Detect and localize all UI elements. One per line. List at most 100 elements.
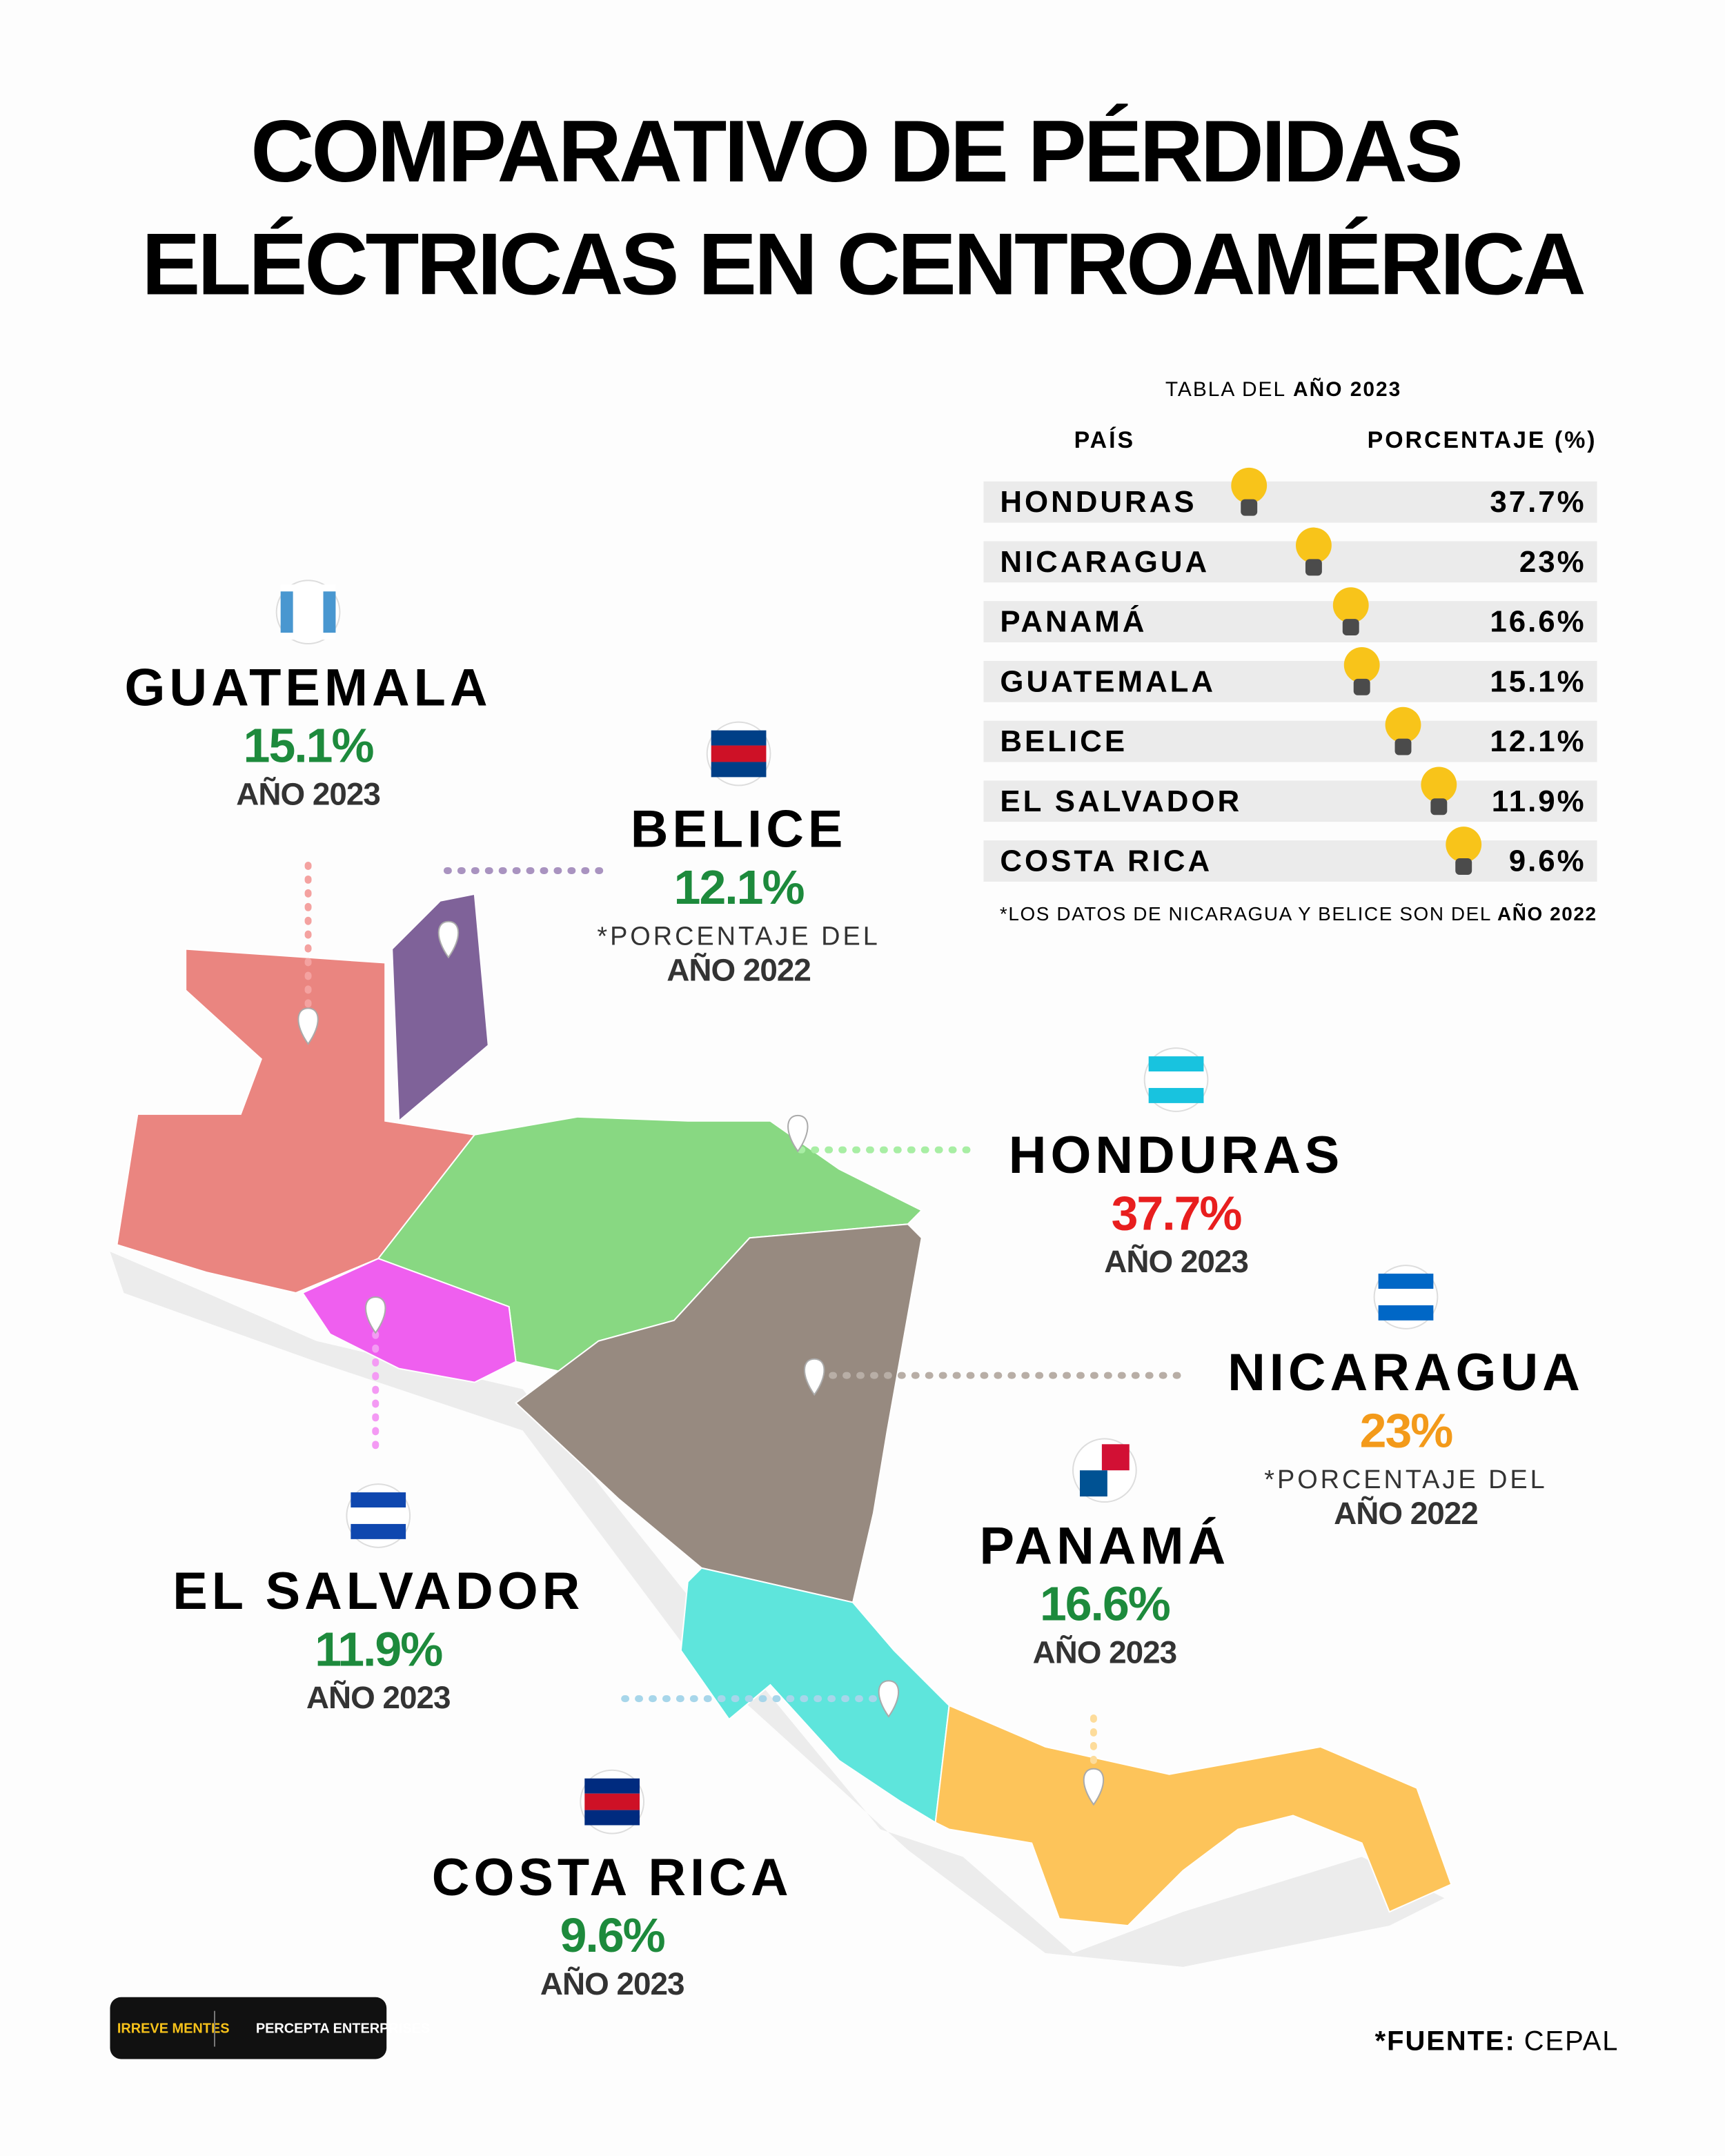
- year-note: AÑO 2022: [667, 952, 811, 988]
- bulb: [1231, 467, 1268, 504]
- caption-text: TABLA DEL: [1165, 378, 1286, 401]
- year-note: AÑO 2023: [1033, 1634, 1177, 1670]
- bulb-base: [1394, 738, 1412, 755]
- flag-stripe: [1148, 1087, 1204, 1103]
- country-label: PANAMÁ: [980, 1516, 1230, 1575]
- loss-value: 15.1%: [244, 719, 374, 773]
- row-background: [983, 481, 1597, 523]
- flag-stripe: [1378, 1289, 1434, 1305]
- year-note: AÑO 2023: [1104, 1243, 1248, 1279]
- bulb-base: [1455, 858, 1472, 875]
- flag-stripe: [351, 1492, 406, 1508]
- country-el-salvador: [302, 1258, 517, 1383]
- percentage: 9.6%: [1509, 844, 1586, 878]
- year-note: AÑO 2023: [306, 1679, 451, 1715]
- country-name: COSTA RICA: [1000, 844, 1212, 878]
- logos: IRREVE MENTES PERCEPTA ENTERPRISES: [110, 1997, 430, 2059]
- bulb: [1385, 706, 1421, 743]
- year-note: *PORCENTAJE DEL: [1264, 1465, 1547, 1494]
- percentage: 16.6%: [1490, 605, 1586, 639]
- year-note: AÑO 2023: [236, 775, 380, 811]
- country-name: BELICE: [1000, 724, 1127, 758]
- bulb: [1332, 587, 1369, 624]
- row-background: [983, 660, 1597, 702]
- country-label: GUATEMALA: [125, 658, 492, 717]
- flag-stripe: [584, 1810, 640, 1826]
- country-name: HONDURAS: [1000, 485, 1196, 519]
- source: *FUENTE: CEPAL: [1375, 2026, 1619, 2057]
- country-name: EL SALVADOR: [1000, 784, 1242, 818]
- logo: IRREVE MENTES: [117, 2021, 230, 2037]
- flag-stripe: [584, 1793, 640, 1810]
- source-value: CEPAL: [1524, 2026, 1619, 2057]
- percentage: 11.9%: [1492, 784, 1586, 818]
- caption-year: AÑO 2023: [1293, 377, 1401, 401]
- column-header: PAÍS: [1074, 427, 1136, 453]
- map-pin: [804, 1358, 825, 1396]
- map-shadow: [110, 1252, 1445, 1967]
- bulb: [1295, 527, 1332, 564]
- bulb: [1421, 767, 1457, 803]
- row-background: [983, 780, 1597, 822]
- flag-stripe: [1378, 1305, 1434, 1321]
- row-background: [983, 601, 1597, 643]
- map-pin: [878, 1680, 899, 1718]
- logo: PERCEPTA ENTERPRISES: [256, 2021, 430, 2037]
- country-nicaragua: [515, 1223, 923, 1603]
- flag-stripe: [351, 1507, 406, 1524]
- year-note: AÑO 2022: [1334, 1495, 1478, 1531]
- loss-value: 37.7%: [1112, 1186, 1242, 1240]
- country-name: PANAMÁ: [1000, 604, 1147, 639]
- flag-stripe: [323, 591, 336, 633]
- flag-quarter: [1101, 1444, 1130, 1471]
- row-background: [983, 840, 1597, 882]
- flag-stripe: [711, 745, 767, 762]
- country-guatemala: [116, 948, 476, 1294]
- country-name: GUATEMALA: [1000, 664, 1216, 698]
- flag-stripe: [711, 730, 767, 746]
- percentage: 15.1%: [1490, 664, 1586, 698]
- map-pin: [787, 1114, 809, 1153]
- row-background: [983, 541, 1597, 583]
- note-year: AÑO 2022: [1497, 902, 1597, 924]
- flag-stripe: [1148, 1056, 1204, 1072]
- bulb-base: [1430, 798, 1448, 815]
- table-note: *LOS DATOS DE NICARAGUA Y BELICE SON DEL…: [1000, 902, 1597, 924]
- flag-stripe: [1378, 1274, 1434, 1289]
- country-name: NICARAGUA: [1000, 545, 1210, 579]
- flag-stripe: [711, 762, 767, 778]
- country-label: HONDURAS: [1009, 1126, 1344, 1185]
- loss-value: 12.1%: [674, 860, 805, 914]
- country-label: EL SALVADOR: [172, 1562, 584, 1621]
- flag-stripe: [584, 1778, 640, 1794]
- bulb-base: [1241, 499, 1258, 516]
- bulb-base: [1305, 559, 1322, 576]
- percentage: 23%: [1519, 545, 1586, 579]
- flag-stripe: [1148, 1071, 1204, 1088]
- map-pin: [297, 1007, 319, 1045]
- country-belize: [391, 893, 489, 1122]
- loss-value: 23%: [1360, 1403, 1453, 1457]
- map: [110, 856, 1452, 1967]
- table-caption: TABLA DEL AÑO 2023: [1165, 377, 1401, 401]
- loss-value: 11.9%: [315, 1622, 442, 1676]
- flag-stripe: [280, 591, 293, 633]
- loss-value: 16.6%: [1040, 1577, 1170, 1631]
- bulb-base: [1342, 619, 1359, 636]
- bulb: [1343, 646, 1380, 683]
- percentage: 12.1%: [1490, 724, 1586, 758]
- year-note: AÑO 2023: [540, 1966, 684, 2001]
- year-note: *PORCENTAJE DEL: [597, 922, 880, 951]
- title-line: COMPARATIVO DE PÉRDIDAS: [250, 102, 1461, 201]
- bulb: [1446, 827, 1482, 862]
- map-pin: [365, 1296, 386, 1334]
- column-header: PORCENTAJE (%): [1368, 427, 1597, 453]
- map-pin: [437, 920, 460, 959]
- bulb-base: [1353, 678, 1370, 695]
- loss-value: 9.6%: [560, 1908, 665, 1962]
- map-pin: [1083, 1768, 1105, 1806]
- country-label: NICARAGUA: [1228, 1343, 1584, 1402]
- country-panama: [934, 1704, 1452, 1927]
- note-text: *LOS DATOS DE NICARAGUA Y BELICE SON DEL: [1000, 902, 1492, 924]
